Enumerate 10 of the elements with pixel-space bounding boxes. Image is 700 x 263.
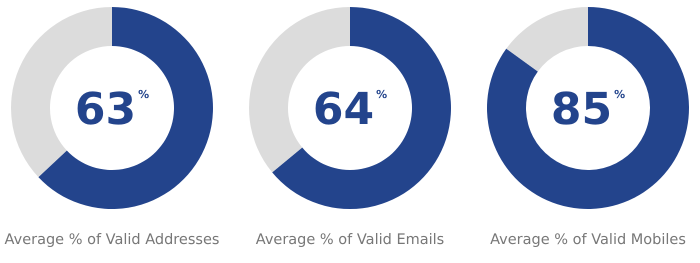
donut-slice [272, 7, 451, 209]
text: Average % of Valid Addresses [4, 232, 220, 248]
donut-slice [487, 7, 689, 209]
data-label: 63$^{%}$ [74, 84, 150, 135]
donut-slice [38, 7, 213, 209]
text: Average % of Valid Mobiles [490, 232, 686, 248]
data-label: 85$^{%}$ [550, 84, 626, 135]
data-label: 64$^{%}$ [312, 84, 388, 135]
text: Average % of Valid Emails [256, 232, 444, 248]
donut-slice [506, 7, 588, 72]
